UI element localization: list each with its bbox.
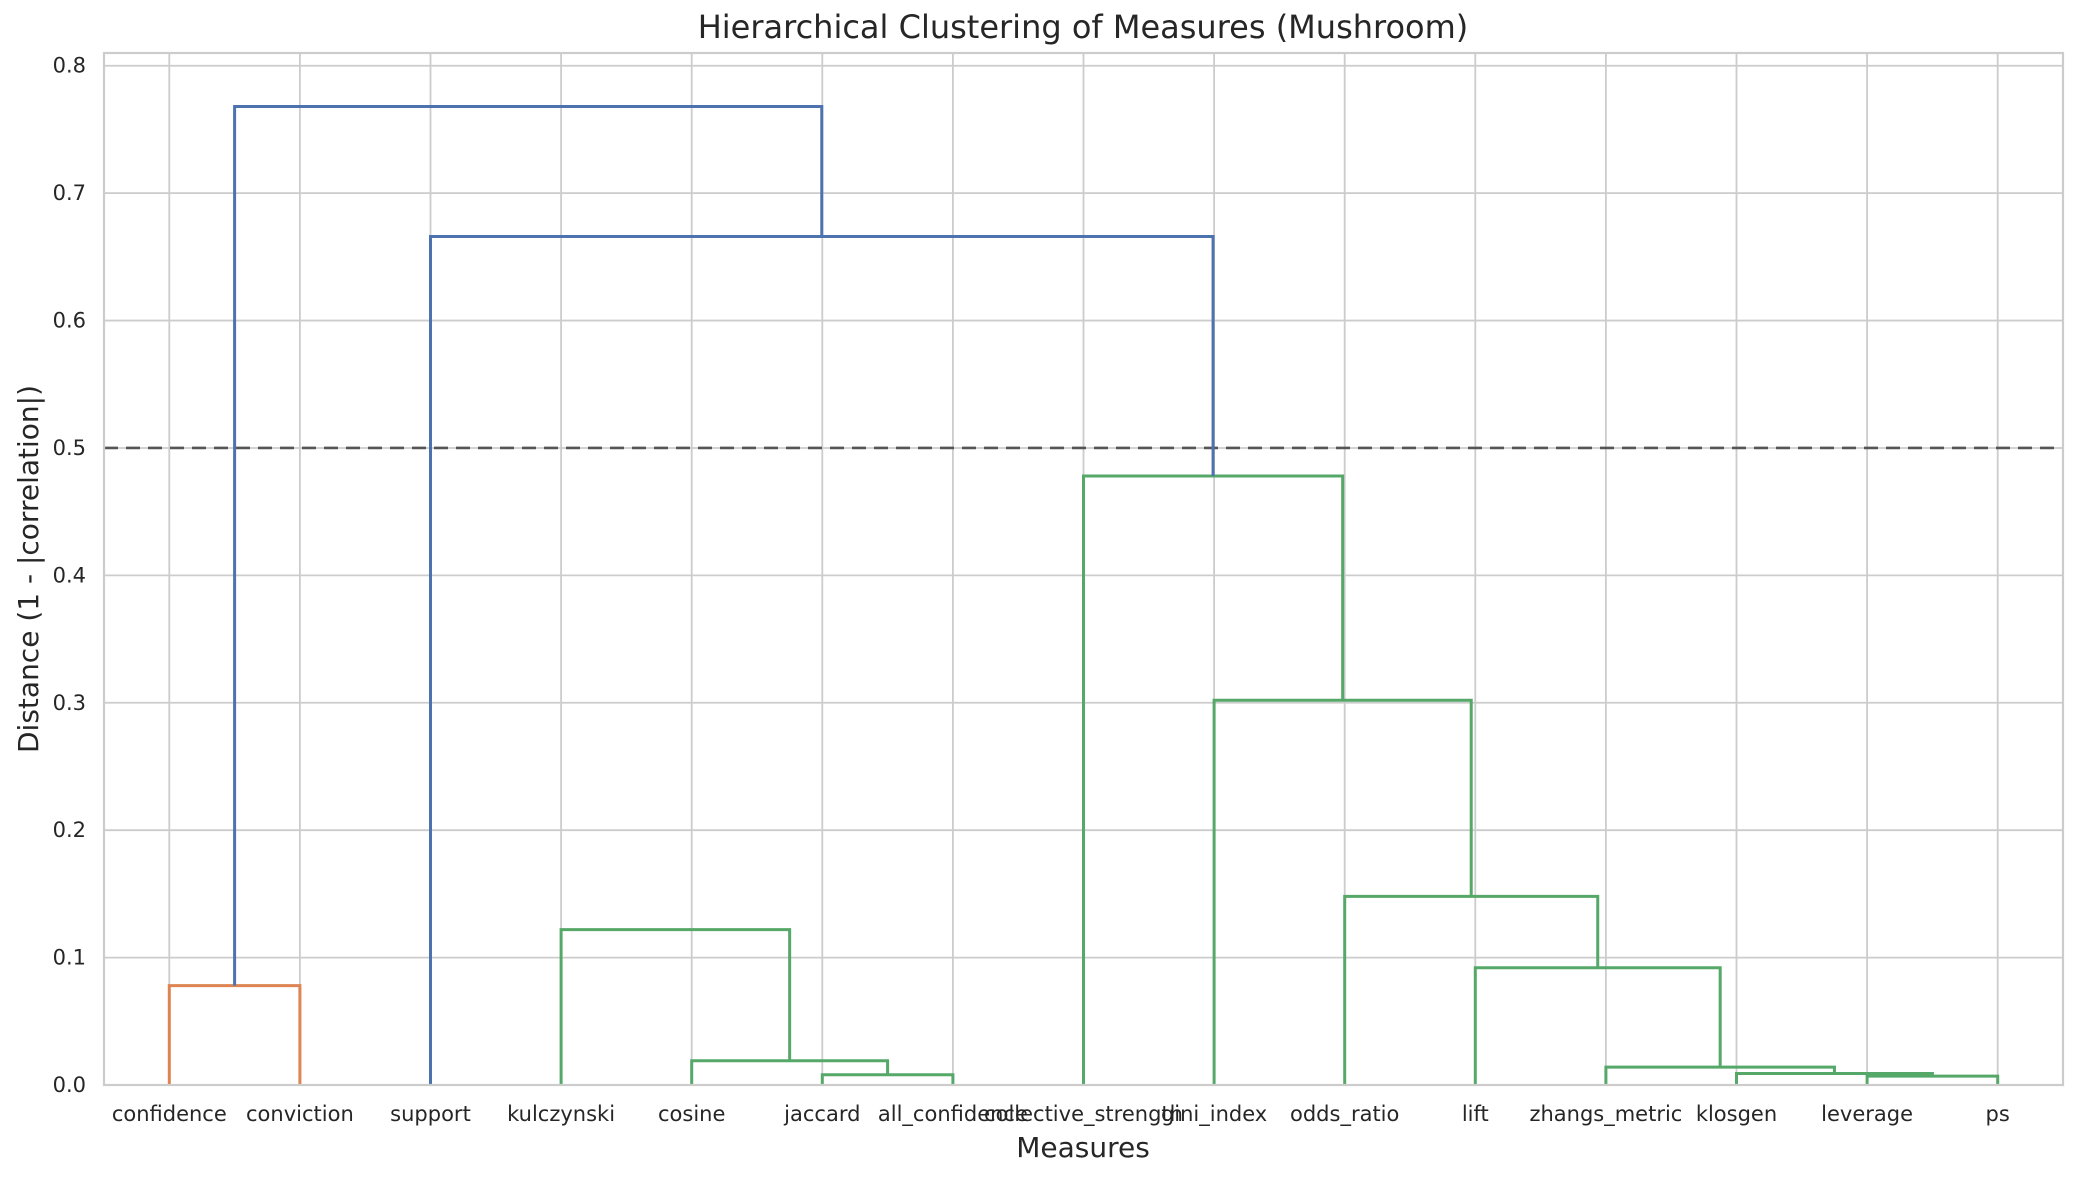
y-tick-label: 0.2 — [53, 818, 86, 842]
dendrogram-link-3 — [559, 928, 792, 1085]
dendrogram-link-11 — [429, 234, 1215, 1085]
x-axis-label: Measures — [1016, 1131, 1150, 1164]
dendrogram-link-8 — [1343, 894, 1600, 1085]
x-tick-label-klosgen: klosgen — [1696, 1102, 1777, 1126]
y-axis-label: Distance (1 - |correlation|) — [12, 385, 45, 753]
x-tick-label-gini-index: gini_index — [1161, 1102, 1267, 1127]
chart-title: Hierarchical Clustering of Measures (Mus… — [698, 8, 1469, 46]
y-tick-label: 0.6 — [53, 309, 86, 333]
dendrogram-link-0 — [167, 984, 302, 1085]
x-tick-label-collective-strength: collective_strength — [984, 1102, 1183, 1127]
dendrogram-link-10 — [1082, 474, 1345, 1085]
dendrogram-link-2 — [690, 1059, 890, 1085]
dendrogram-link-4 — [1865, 1074, 2000, 1085]
y-tick-label: 0.7 — [53, 181, 86, 205]
dendrogram-link-12 — [233, 105, 824, 986]
x-tick-label-leverage: leverage — [1821, 1102, 1913, 1126]
plot-frame — [102, 51, 2065, 1087]
x-tick-label-odds-ratio: odds_ratio — [1290, 1102, 1399, 1127]
x-tick-label-support: support — [390, 1102, 471, 1126]
y-tick-label: 0.5 — [53, 436, 86, 460]
x-tick-label-jaccard: jaccard — [783, 1102, 860, 1126]
dendrogram-links — [167, 105, 2000, 1085]
x-tick-label-ps: ps — [1986, 1102, 2010, 1126]
y-tick-label: 0.0 — [53, 1073, 86, 1097]
y-tick-label: 0.1 — [53, 946, 86, 970]
x-tick-label-confidence: confidence — [112, 1102, 227, 1126]
x-tick-label-all-confidence: all_confidence — [878, 1102, 1028, 1127]
x-tick-label-zhangs-metric: zhangs_metric — [1529, 1102, 1682, 1127]
y-tick-labels: 0.0 0.1 0.2 0.3 0.4 0.5 0.6 0.7 0.8 — [53, 54, 86, 1097]
dendrogram-link-9 — [1212, 698, 1473, 1085]
dendrogram-link-6 — [1604, 1065, 1836, 1085]
x-tick-labels: confidence conviction support kulczynski cos… — [112, 1102, 2010, 1127]
y-tick-label: 0.4 — [53, 563, 86, 587]
y-tick-label: 0.3 — [53, 691, 86, 715]
dendrogram-link-1 — [820, 1073, 955, 1085]
x-tick-label-lift: lift — [1462, 1102, 1489, 1126]
x-tick-label-conviction: conviction — [246, 1102, 354, 1126]
y-tick-label: 0.8 — [53, 54, 86, 78]
x-tick-label-cosine: cosine — [658, 1102, 725, 1126]
x-tick-label-kulczynski: kulczynski — [507, 1102, 615, 1126]
